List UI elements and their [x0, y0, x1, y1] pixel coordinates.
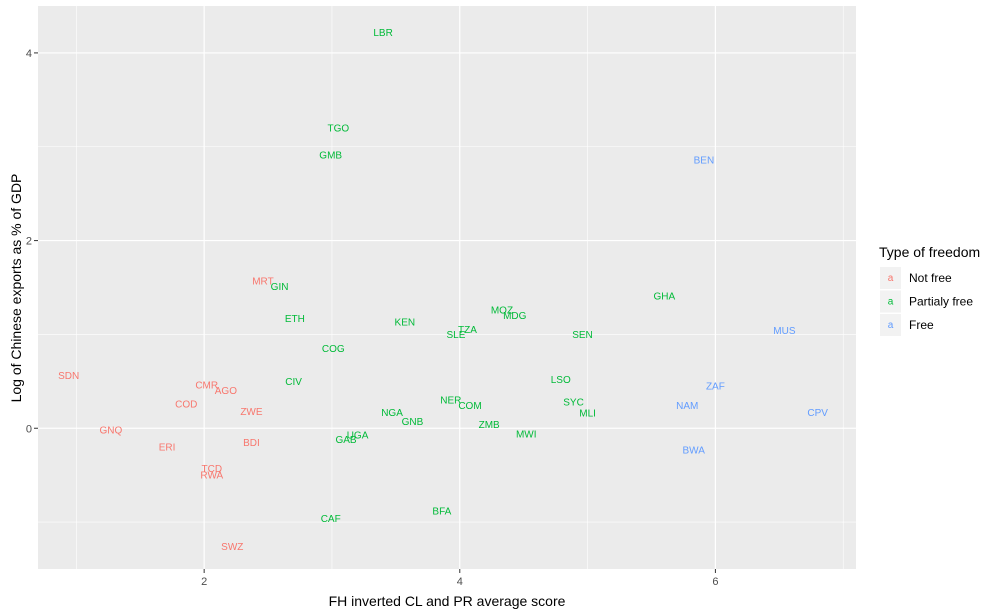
point-label-eth: ETH [285, 314, 305, 325]
legend-label: Not free [909, 271, 952, 285]
point-label-gin: GIN [271, 282, 289, 293]
point-label-com: COM [458, 401, 481, 412]
legend-key [880, 314, 901, 336]
y-axis-title: Log of Chinese exports as % of GDP [8, 174, 24, 403]
x-axis-ticks: 2 4 6 [201, 569, 718, 588]
point-label-tcd: TCD [202, 464, 223, 475]
point-label-lbr: LBR [373, 28, 392, 39]
point-label-mrt: MRT [252, 276, 273, 287]
point-label-gmb: GMB [319, 151, 342, 162]
point-label-mus: MUS [773, 326, 796, 337]
x-axis-title: FH inverted CL and PR average score [329, 593, 566, 609]
point-label-cpv: CPV [807, 408, 828, 419]
point-label-cod: COD [175, 399, 197, 410]
point-label-tza: TZA [458, 325, 477, 336]
point-label-gha: GHA [653, 291, 675, 302]
point-label-ner: NER [440, 396, 461, 407]
y-axis-ticks: 0 2 4 [26, 48, 38, 435]
y-tick-label: 0 [26, 423, 32, 435]
legend-key-glyph: a [888, 273, 894, 284]
point-label-tgo: TGO [328, 123, 350, 134]
legend-key-glyph: a [888, 297, 894, 308]
point-label-sle: SLE [446, 330, 465, 341]
point-label-syc: SYC [563, 397, 584, 408]
point-label-bfa: BFA [432, 506, 451, 517]
point-label-moz: MOZ [491, 306, 513, 317]
major-gridlines [38, 6, 856, 569]
legend-label: Free [909, 318, 934, 332]
point-label-ken: KEN [395, 318, 416, 329]
x-tick-label: 2 [201, 576, 207, 588]
legend-key [880, 267, 901, 289]
point-label-ago: AGO [215, 386, 237, 397]
point-label-sdn: SDN [58, 371, 79, 382]
point-label-sen: SEN [572, 330, 593, 341]
point-label-bwa: BWA [682, 445, 705, 456]
point-label-nam: NAM [676, 401, 698, 412]
point-label-rwa: RWA [200, 471, 223, 482]
point-label-civ: CIV [285, 377, 302, 388]
minor-gridlines [38, 6, 856, 569]
point-label-zaf: ZAF [706, 382, 725, 393]
point-label-mli: MLI [579, 409, 596, 420]
point-label-cmr: CMR [195, 381, 218, 392]
legend-key-glyph: a [888, 320, 894, 331]
x-tick-label: 6 [712, 576, 718, 588]
point-label-gnb: GNB [402, 417, 424, 428]
panel-background [38, 6, 856, 569]
point-label-bdi: BDI [243, 438, 260, 449]
y-tick-label: 4 [26, 48, 32, 60]
point-label-mwi: MWI [516, 429, 537, 440]
point-label-uga: UGA [347, 430, 369, 441]
x-tick-label: 4 [457, 576, 463, 588]
point-label-swz: SWZ [221, 542, 243, 553]
point-label-mdg: MDG [503, 311, 527, 322]
legend-title: Type of freedom [879, 244, 980, 260]
point-label-nga: NGA [381, 408, 403, 419]
point-label-gnq: GNQ [99, 426, 122, 437]
point-label-eri: ERI [159, 443, 176, 454]
legend-key [880, 290, 901, 313]
y-tick-label: 2 [26, 236, 32, 248]
point-label-ben: BEN [694, 155, 715, 166]
point-label-cog: COG [322, 344, 345, 355]
legend-label: Partialy free [909, 295, 973, 309]
point-label-gab: GAB [335, 435, 356, 446]
point-label-lso: LSO [551, 375, 571, 386]
point-label-zwe: ZWE [240, 407, 263, 418]
point-label-caf: CAF [321, 514, 341, 525]
legend-items: a Not free a Partialy free a Free [880, 267, 973, 336]
point-label-zmb: ZMB [479, 420, 500, 431]
